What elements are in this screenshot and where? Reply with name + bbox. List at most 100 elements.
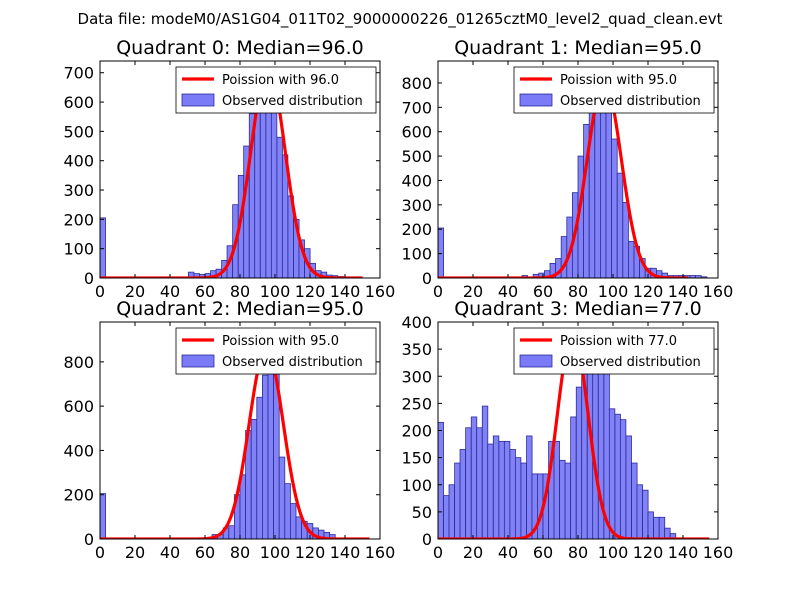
quadrant-1-poisson-curve [438, 80, 689, 278]
quadrant-3-ticks: 0 20 40 60 80 100 120 140 1600501001502002503003… [401, 313, 733, 562]
legend-observed-swatch [519, 354, 553, 368]
y-tick-label: 600 [63, 93, 94, 112]
x-tick-label: 100 [260, 543, 291, 562]
y-tick-label: 150 [401, 449, 432, 468]
x-tick-label: 160 [365, 543, 396, 562]
x-tick-label: 20 [463, 543, 483, 562]
y-tick-label: 500 [63, 122, 94, 141]
x-tick-label: 40 [160, 543, 180, 562]
y-tick-label: 50 [412, 503, 432, 522]
histogram-bar [487, 443, 494, 539]
histogram-bar [228, 525, 235, 539]
x-tick-label: 60 [533, 282, 553, 301]
histogram-bar [653, 516, 660, 539]
y-tick-label: 200 [401, 220, 432, 239]
quadrant-0-legend: Poission with 96.0 Observed distribution [175, 66, 377, 114]
histogram-bar [100, 493, 106, 539]
legend-observed-label: Observed distribution [222, 355, 363, 370]
quadrant-2-panel: 0 20 40 60 80 100 120 140 160 0 200 400 600 800 Quadra… [63, 298, 395, 562]
histogram-bar [459, 449, 466, 539]
histogram-bar [575, 386, 583, 539]
quadrant-0-histogram [100, 84, 344, 278]
histogram-bar [256, 396, 263, 539]
y-tick-label: 200 [63, 210, 94, 229]
quadrant-panels: 0 20 40 60 80 100 120 140 1600100200300400500600… [63, 37, 733, 562]
legend-poisson-label: Poission with 77.0 [560, 334, 677, 349]
histogram-bar [476, 427, 483, 539]
quadrant-1-panel: 0 20 40 60 80 100 120 140 1600100200300400500600… [401, 37, 733, 301]
histogram-bar [470, 416, 478, 539]
histogram-bar [625, 435, 632, 539]
histogram-bar [270, 110, 278, 278]
x-tick-label: 20 [463, 282, 483, 301]
histogram-bar [614, 413, 621, 539]
x-tick-label: 60 [195, 543, 215, 562]
histogram-bar [284, 483, 291, 539]
x-tick-label: 100 [260, 282, 291, 301]
x-tick-label: 100 [598, 543, 629, 562]
histogram-bar [560, 236, 568, 278]
histogram-bar [594, 84, 601, 278]
legend-observed-swatch [181, 93, 215, 107]
x-tick-label: 80 [568, 543, 588, 562]
y-tick-label: 100 [401, 476, 432, 495]
histogram-bar [454, 462, 461, 539]
y-tick-label: 0 [422, 269, 432, 288]
histogram-bar [664, 527, 671, 539]
quadrant-2-poisson-curve [100, 346, 371, 539]
x-tick-label: 140 [668, 543, 699, 562]
x-tick-label: 140 [668, 282, 699, 301]
histogram-bar [250, 419, 258, 539]
x-tick-label: 100 [598, 282, 629, 301]
x-tick-label: 60 [195, 282, 215, 301]
x-tick-label: 120 [295, 282, 326, 301]
y-tick-label: 300 [63, 181, 94, 200]
legend-observed-swatch [181, 354, 215, 368]
histogram-bar [619, 419, 627, 539]
x-tick-label: 40 [498, 282, 518, 301]
y-tick-label: 700 [401, 98, 432, 117]
histogram-bar [276, 136, 283, 278]
x-tick-label: 80 [568, 282, 588, 301]
y-tick-label: 0 [422, 530, 432, 549]
histogram-bar [503, 440, 511, 539]
legend-observed-label: Observed distribution [222, 94, 363, 109]
y-tick-label: 400 [63, 441, 94, 460]
histogram-bar [642, 489, 649, 539]
quadrant-1-ticks: 0 20 40 60 80 100 120 140 1600100200300400500600… [401, 61, 733, 301]
histogram-bar [520, 462, 527, 539]
y-tick-label: 300 [401, 367, 432, 386]
histogram-bar [622, 202, 629, 278]
histogram-bar [448, 484, 455, 539]
histogram-bar [492, 435, 500, 539]
x-tick-label: 140 [330, 282, 361, 301]
y-tick-label: 600 [401, 123, 432, 142]
quadrant-1-title: Quadrant 1: Median=95.0 [454, 37, 702, 59]
y-tick-label: 200 [63, 486, 94, 505]
histogram-bar [553, 440, 560, 539]
histogram-bar [443, 495, 450, 539]
x-tick-label: 160 [365, 282, 396, 301]
y-tick-label: 400 [401, 171, 432, 190]
x-tick-label: 60 [533, 543, 553, 562]
y-tick-label: 800 [401, 74, 432, 93]
y-tick-label: 600 [63, 397, 94, 416]
quadrant-0-title: Quadrant 0: Median=96.0 [116, 37, 364, 59]
histogram-bar [265, 84, 272, 278]
histogram-bar [669, 533, 677, 539]
histogram-bar [628, 241, 635, 278]
histogram-bar [526, 435, 533, 539]
x-tick-label: 80 [230, 543, 250, 562]
x-tick-label: 120 [633, 543, 664, 562]
y-tick-label: 500 [401, 147, 432, 166]
x-tick-label: 40 [498, 543, 518, 562]
histogram-bar [636, 484, 643, 539]
y-tick-label: 250 [401, 394, 432, 413]
histogram-bar [647, 511, 654, 539]
histogram-bar [481, 405, 489, 539]
x-tick-label: 160 [703, 543, 734, 562]
y-tick-label: 800 [63, 353, 94, 372]
legend-observed-label: Observed distribution [560, 94, 701, 109]
x-tick-label: 20 [125, 543, 145, 562]
